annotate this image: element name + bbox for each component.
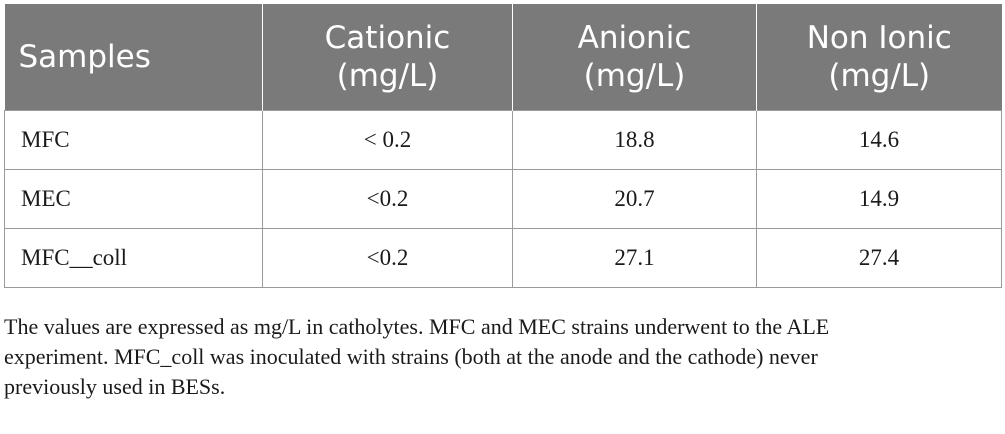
cell-anionic: 20.7 (512, 169, 757, 229)
header-anionic: Anionic (mg/L) (512, 4, 757, 111)
header-non-ionic-label: Non Ionic (806, 20, 952, 56)
cell-anionic: 18.8 (512, 110, 757, 170)
table-footnote: The values are expressed as mg/L in cath… (4, 312, 1001, 402)
surfactant-table: Samples Cationic (mg/L) Anionic (mg/L) N… (4, 4, 1002, 288)
header-cationic-label: Cationic (324, 20, 451, 56)
table-row: MFC < 0.2 18.8 14.6 (4, 110, 1002, 170)
cell-cationic: < 0.2 (262, 110, 513, 170)
header-samples: Samples (4, 4, 263, 111)
cell-non-ionic: 14.9 (756, 169, 1002, 229)
footnote-line: The values are expressed as mg/L in cath… (4, 314, 830, 339)
cell-sample: MEC (4, 169, 263, 229)
footnote-line: experiment. MFC_coll was inoculated with… (4, 344, 818, 369)
table-header: Samples Cationic (mg/L) Anionic (mg/L) N… (4, 4, 1002, 111)
header-non-ionic-unit: (mg/L) (828, 58, 931, 94)
surfactant-table-container: Samples Cationic (mg/L) Anionic (mg/L) N… (4, 4, 1002, 288)
header-samples-label: Samples (18, 39, 151, 75)
cell-anionic: 27.1 (512, 228, 757, 288)
cell-non-ionic: 14.6 (756, 110, 1002, 170)
cell-sample: MFC__coll (4, 228, 263, 288)
header-cationic: Cationic (mg/L) (262, 4, 513, 111)
table-row: MFC__coll <0.2 27.1 27.4 (4, 228, 1002, 288)
cell-cationic: <0.2 (262, 169, 513, 229)
footnote-line: previously used in BESs. (4, 374, 226, 399)
header-cationic-unit: (mg/L) (336, 58, 439, 94)
header-non-ionic: Non Ionic (mg/L) (756, 4, 1002, 111)
table-row: MEC <0.2 20.7 14.9 (4, 169, 1002, 229)
header-anionic-label: Anionic (577, 20, 692, 56)
table-body: MFC < 0.2 18.8 14.6 MEC <0.2 20.7 14.9 M… (4, 110, 1002, 288)
cell-sample: MFC (4, 110, 263, 170)
header-row: Samples Cationic (mg/L) Anionic (mg/L) N… (4, 4, 1002, 111)
header-anionic-unit: (mg/L) (583, 58, 686, 94)
cell-non-ionic: 27.4 (756, 228, 1002, 288)
cell-cationic: <0.2 (262, 228, 513, 288)
